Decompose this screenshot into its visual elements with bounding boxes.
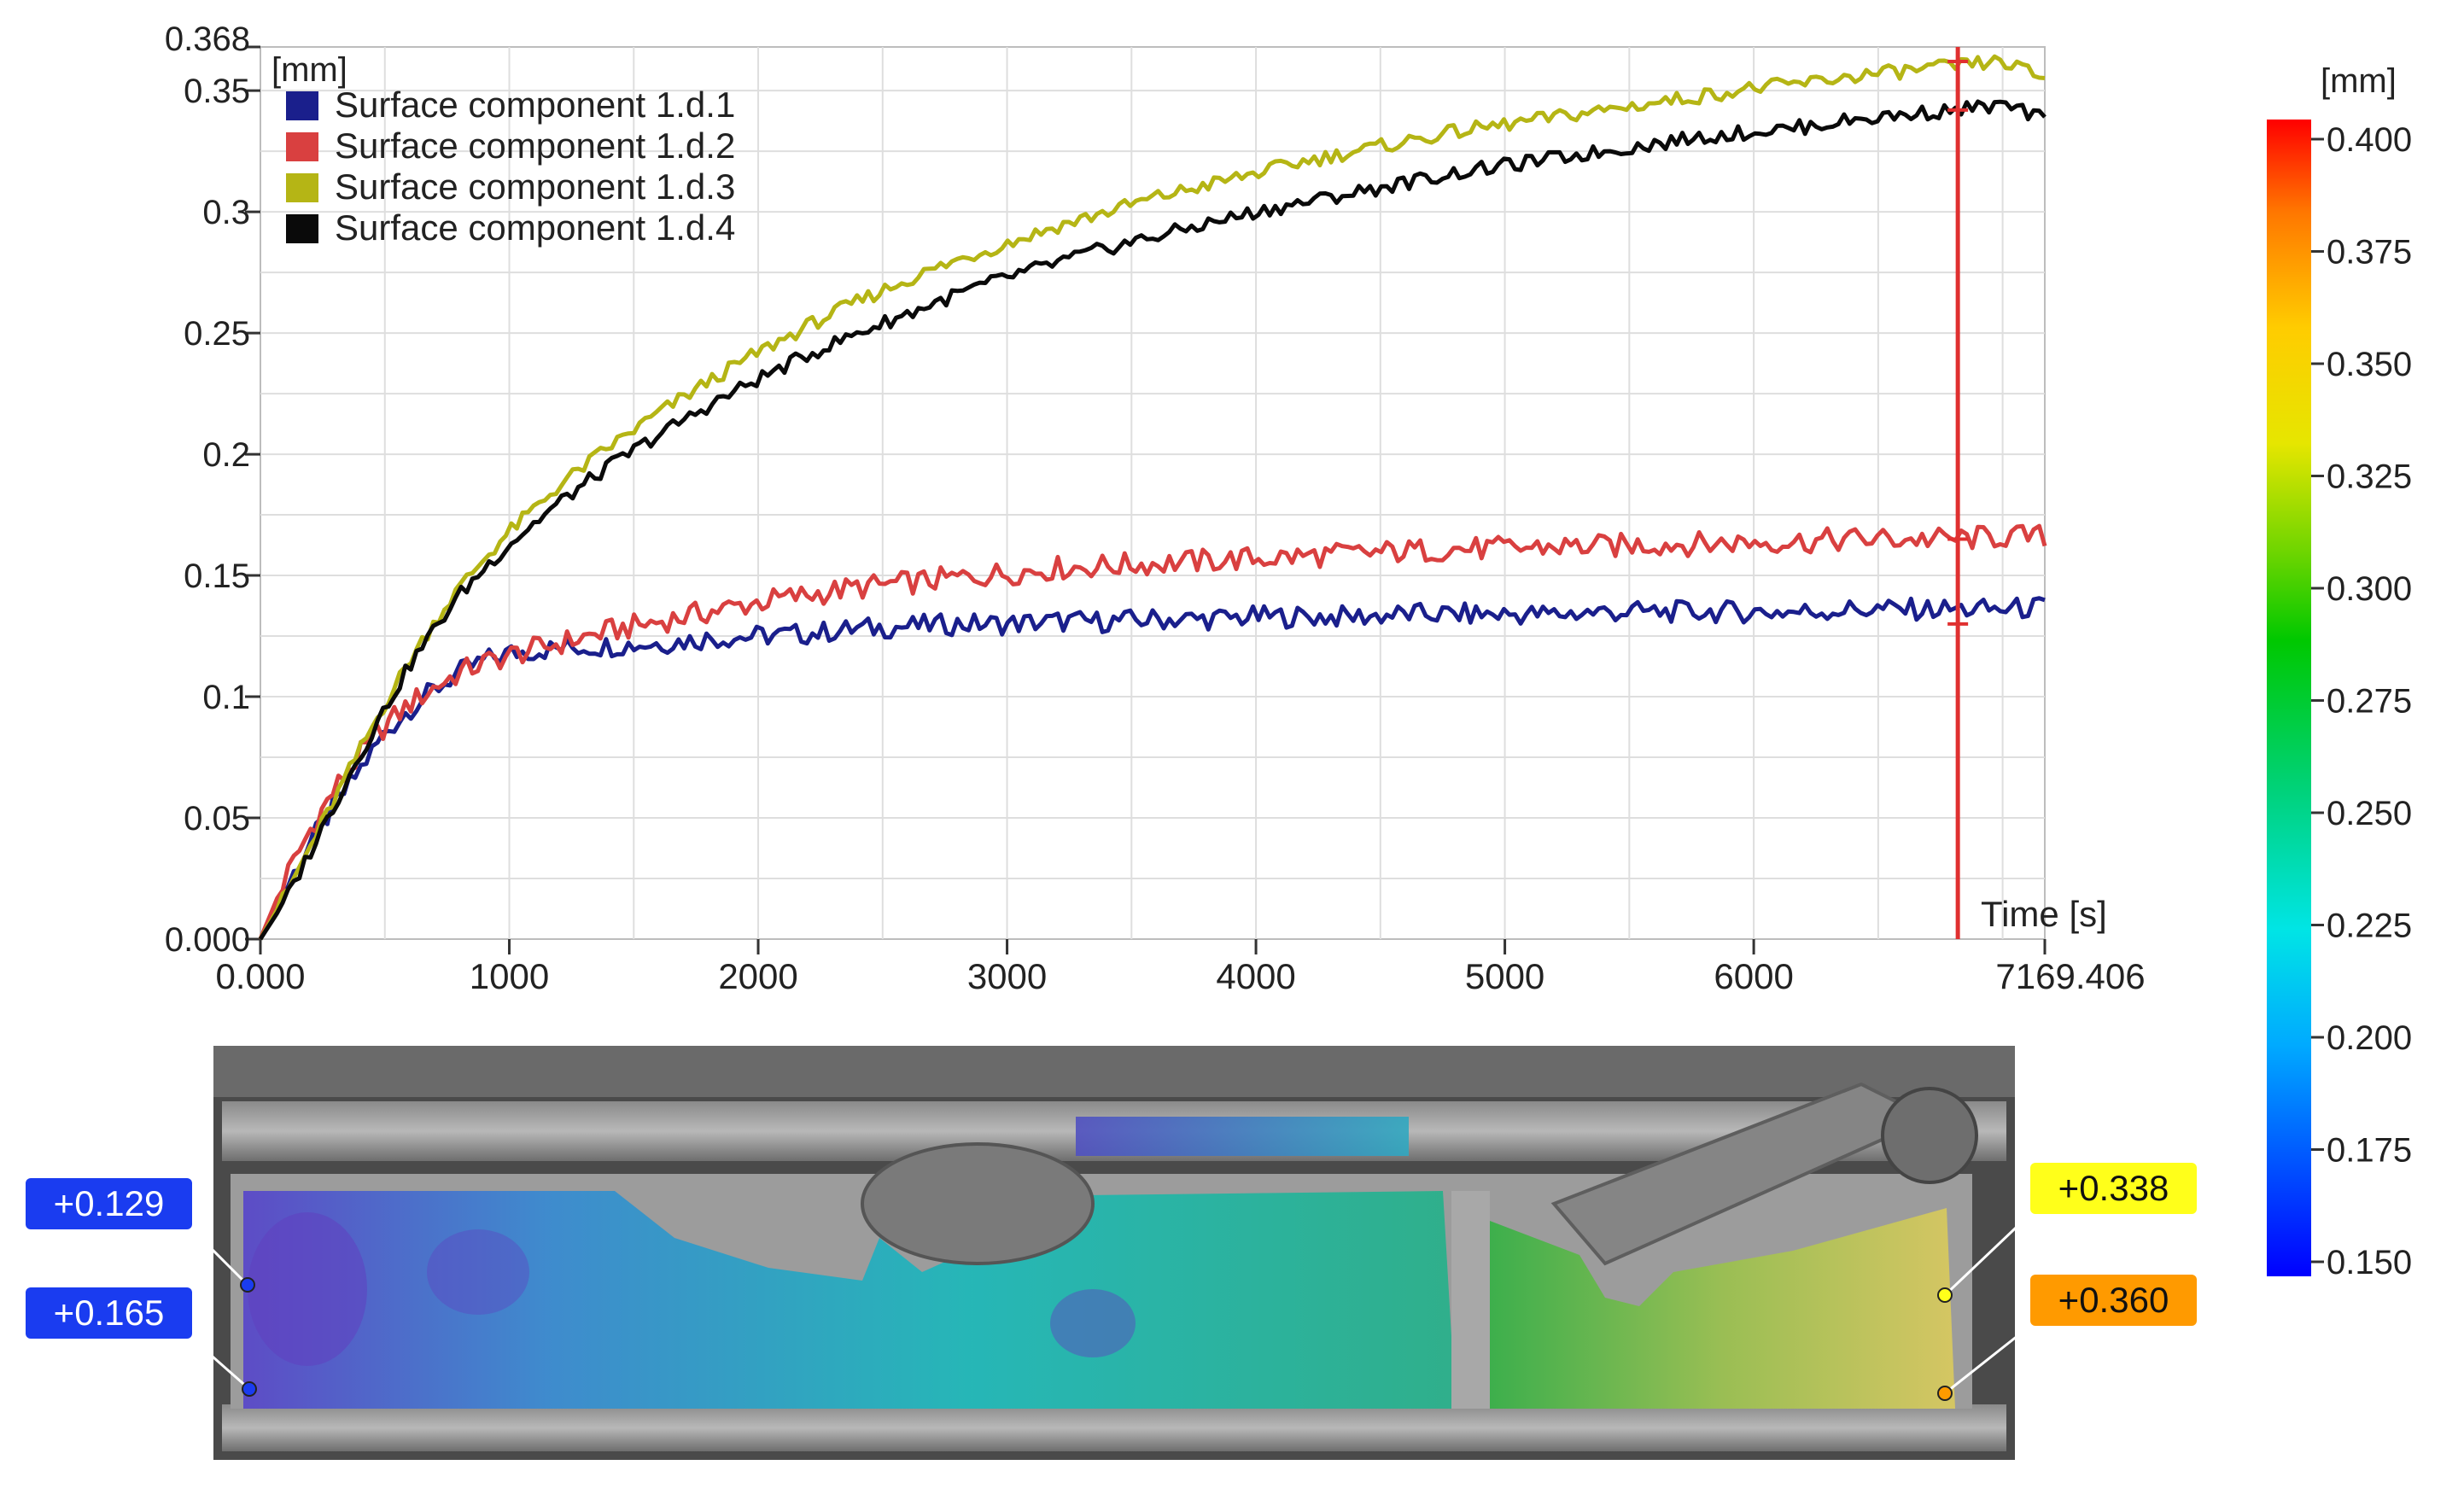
value-label: +0.165 (54, 1293, 165, 1333)
specimen-gap (1451, 1191, 1490, 1409)
callout-line (1944, 1324, 2031, 1395)
x-tick-label: 3000 (967, 956, 1047, 996)
colorbar-label: 0.225 (2327, 908, 2412, 945)
measurement-points: +0.129 +0.165 +0.338 +0.360 (26, 1163, 2197, 1401)
x-tick-label: 0.000 (215, 956, 305, 996)
x-axis: 0.000 1000 2000 3000 4000 5000 6000 7169.406 (215, 939, 2146, 996)
colorbar-label: 0.175 (2327, 1132, 2412, 1170)
field-blob (1050, 1289, 1136, 1357)
colorbar-label: 0.150 (2327, 1244, 2412, 1281)
legend-swatch (286, 214, 318, 243)
colorbar-label: 0.325 (2327, 458, 2412, 496)
series-line-3 (258, 54, 2046, 941)
colorbar-label: 0.200 (2327, 1019, 2412, 1057)
legend-swatch (286, 91, 318, 120)
rail-bottom (222, 1404, 2006, 1451)
measurement-point[interactable] (1937, 1386, 1953, 1401)
y-tick-label: 0.15 (184, 557, 250, 595)
x-axis-label: Time [s] (1981, 894, 2107, 934)
field-blob (427, 1229, 529, 1315)
measurement-point[interactable] (1937, 1287, 1953, 1303)
value-label: +0.129 (54, 1183, 165, 1223)
clamp-left (861, 1142, 1095, 1265)
legend-label: Surface component 1.d.3 (335, 166, 735, 207)
line-chart: 0.000 0.05 0.1 0.15 0.2 0.25 0.3 0.35 0.368 0.00… (165, 20, 2146, 996)
value-label: +0.338 (2058, 1168, 2169, 1208)
value-label: +0.360 (2058, 1280, 2169, 1320)
y-unit-label: [mm] (272, 51, 347, 89)
colorbar-unit: [mm] (2321, 62, 2397, 100)
colorbar-label: 0.375 (2327, 234, 2412, 271)
y-tick-label: 0.368 (165, 20, 250, 58)
value-label-box (2030, 1163, 2197, 1214)
colorbar-label: 0.250 (2327, 795, 2412, 832)
colorbar-gradient (2267, 120, 2311, 1276)
measurement-point[interactable] (242, 1381, 257, 1397)
y-tick-label: 0.35 (184, 73, 250, 110)
legend-label: Surface component 1.d.2 (335, 125, 735, 166)
y-tick-label: 0.25 (184, 315, 250, 353)
legend-label: Surface component 1.d.1 (335, 85, 735, 125)
value-label-box (26, 1287, 192, 1339)
value-label-box (26, 1178, 192, 1229)
colorbar: [mm] 0.400 0.375 0.350 0.325 0.300 0.275 0.250… (2267, 62, 2412, 1281)
series-group (258, 54, 2047, 941)
series-line-4 (258, 99, 2047, 941)
specimen-photo: +0.129 +0.165 +0.338 +0.360 (26, 1046, 2197, 1460)
colorbar-label: 0.350 (2327, 346, 2412, 383)
legend-swatch (286, 173, 318, 202)
field-blob (248, 1212, 367, 1366)
photo-top-band (213, 1046, 2015, 1097)
y-tick-label: 0.000 (165, 921, 250, 959)
x-tick-label: 2000 (718, 956, 797, 996)
x-tick-label: 1000 (470, 956, 549, 996)
value-label-box (2030, 1275, 2197, 1326)
y-tick-label: 0.1 (202, 679, 250, 716)
y-axis: 0.000 0.05 0.1 0.15 0.2 0.25 0.3 0.35 0.368 (165, 20, 260, 959)
strain-field-left (243, 1191, 1456, 1409)
series-line-2 (258, 523, 2047, 940)
colorbar-labels: 0.400 0.375 0.350 0.325 0.300 0.275 0.250 0.225… (2311, 121, 2412, 1281)
strain-field-top (1076, 1117, 1409, 1156)
callout-line (190, 1228, 249, 1287)
colorbar-label: 0.300 (2327, 570, 2412, 608)
grid (260, 47, 2045, 939)
measurement-point[interactable] (240, 1277, 255, 1293)
x-tick-label: 6000 (1714, 956, 1793, 996)
x-tick-label: 7169.406 (1995, 956, 2145, 996)
callout-line (191, 1337, 250, 1391)
colorbar-label: 0.400 (2327, 121, 2412, 159)
x-tick-label: 4000 (1216, 956, 1295, 996)
time-cursor[interactable] (1947, 47, 1969, 939)
y-tick-label: 0.05 (184, 800, 250, 838)
y-tick-label: 0.2 (202, 436, 250, 474)
x-tick-label: 5000 (1465, 956, 1544, 996)
pin-right (1881, 1087, 1978, 1184)
colorbar-label: 0.275 (2327, 683, 2412, 721)
callout-line (1943, 1212, 2032, 1297)
y-tick-label: 0.3 (202, 194, 250, 231)
legend-swatch (286, 132, 318, 161)
strain-field-right (1490, 1208, 1955, 1409)
legend-label: Surface component 1.d.4 (335, 207, 735, 248)
